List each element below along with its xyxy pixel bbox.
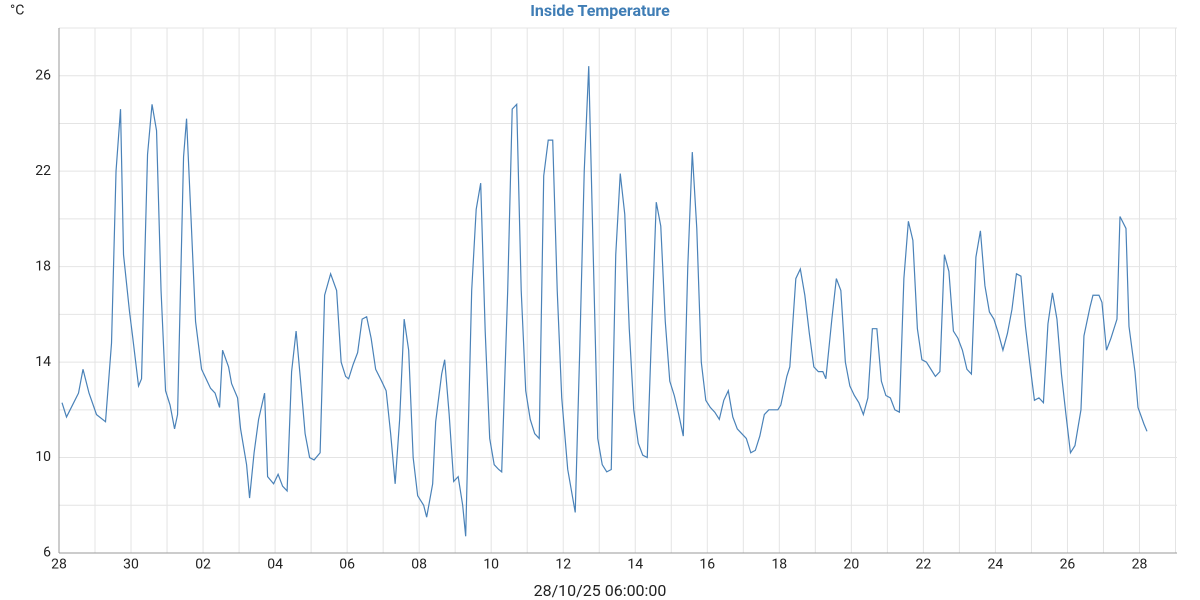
x-tick-label: 02 bbox=[195, 557, 211, 573]
x-axis-label: 28/10/25 06:00:00 bbox=[534, 581, 667, 600]
y-unit: °C bbox=[10, 3, 24, 19]
x-tick-label: 20 bbox=[843, 557, 859, 573]
x-tick-label: 28 bbox=[1132, 557, 1148, 573]
y-tick-label: 18 bbox=[35, 258, 51, 274]
x-tick-label: 16 bbox=[699, 557, 715, 573]
y-tick-label: 26 bbox=[35, 67, 51, 83]
x-tick-label: 22 bbox=[916, 557, 932, 573]
y-tick-label: 14 bbox=[35, 354, 51, 370]
x-tick-label: 24 bbox=[988, 557, 1004, 573]
x-tick-label: 10 bbox=[483, 557, 499, 573]
y-tick-label: 6 bbox=[43, 545, 51, 561]
y-tick-label: 22 bbox=[35, 163, 51, 179]
x-tick-label: 30 bbox=[123, 557, 139, 573]
x-tick-label: 04 bbox=[267, 557, 283, 573]
x-tick-label: 12 bbox=[555, 557, 571, 573]
x-tick-label: 18 bbox=[771, 557, 787, 573]
x-tick-label: 08 bbox=[411, 557, 427, 573]
chart-title: Inside Temperature bbox=[530, 1, 670, 20]
x-tick-label: 26 bbox=[1060, 557, 1076, 573]
x-tick-label: 28 bbox=[51, 557, 67, 573]
line-series bbox=[61, 66, 1148, 537]
y-tick-label: 10 bbox=[35, 449, 51, 465]
x-tick-label: 14 bbox=[627, 557, 643, 573]
x-tick-label: 06 bbox=[339, 557, 355, 573]
